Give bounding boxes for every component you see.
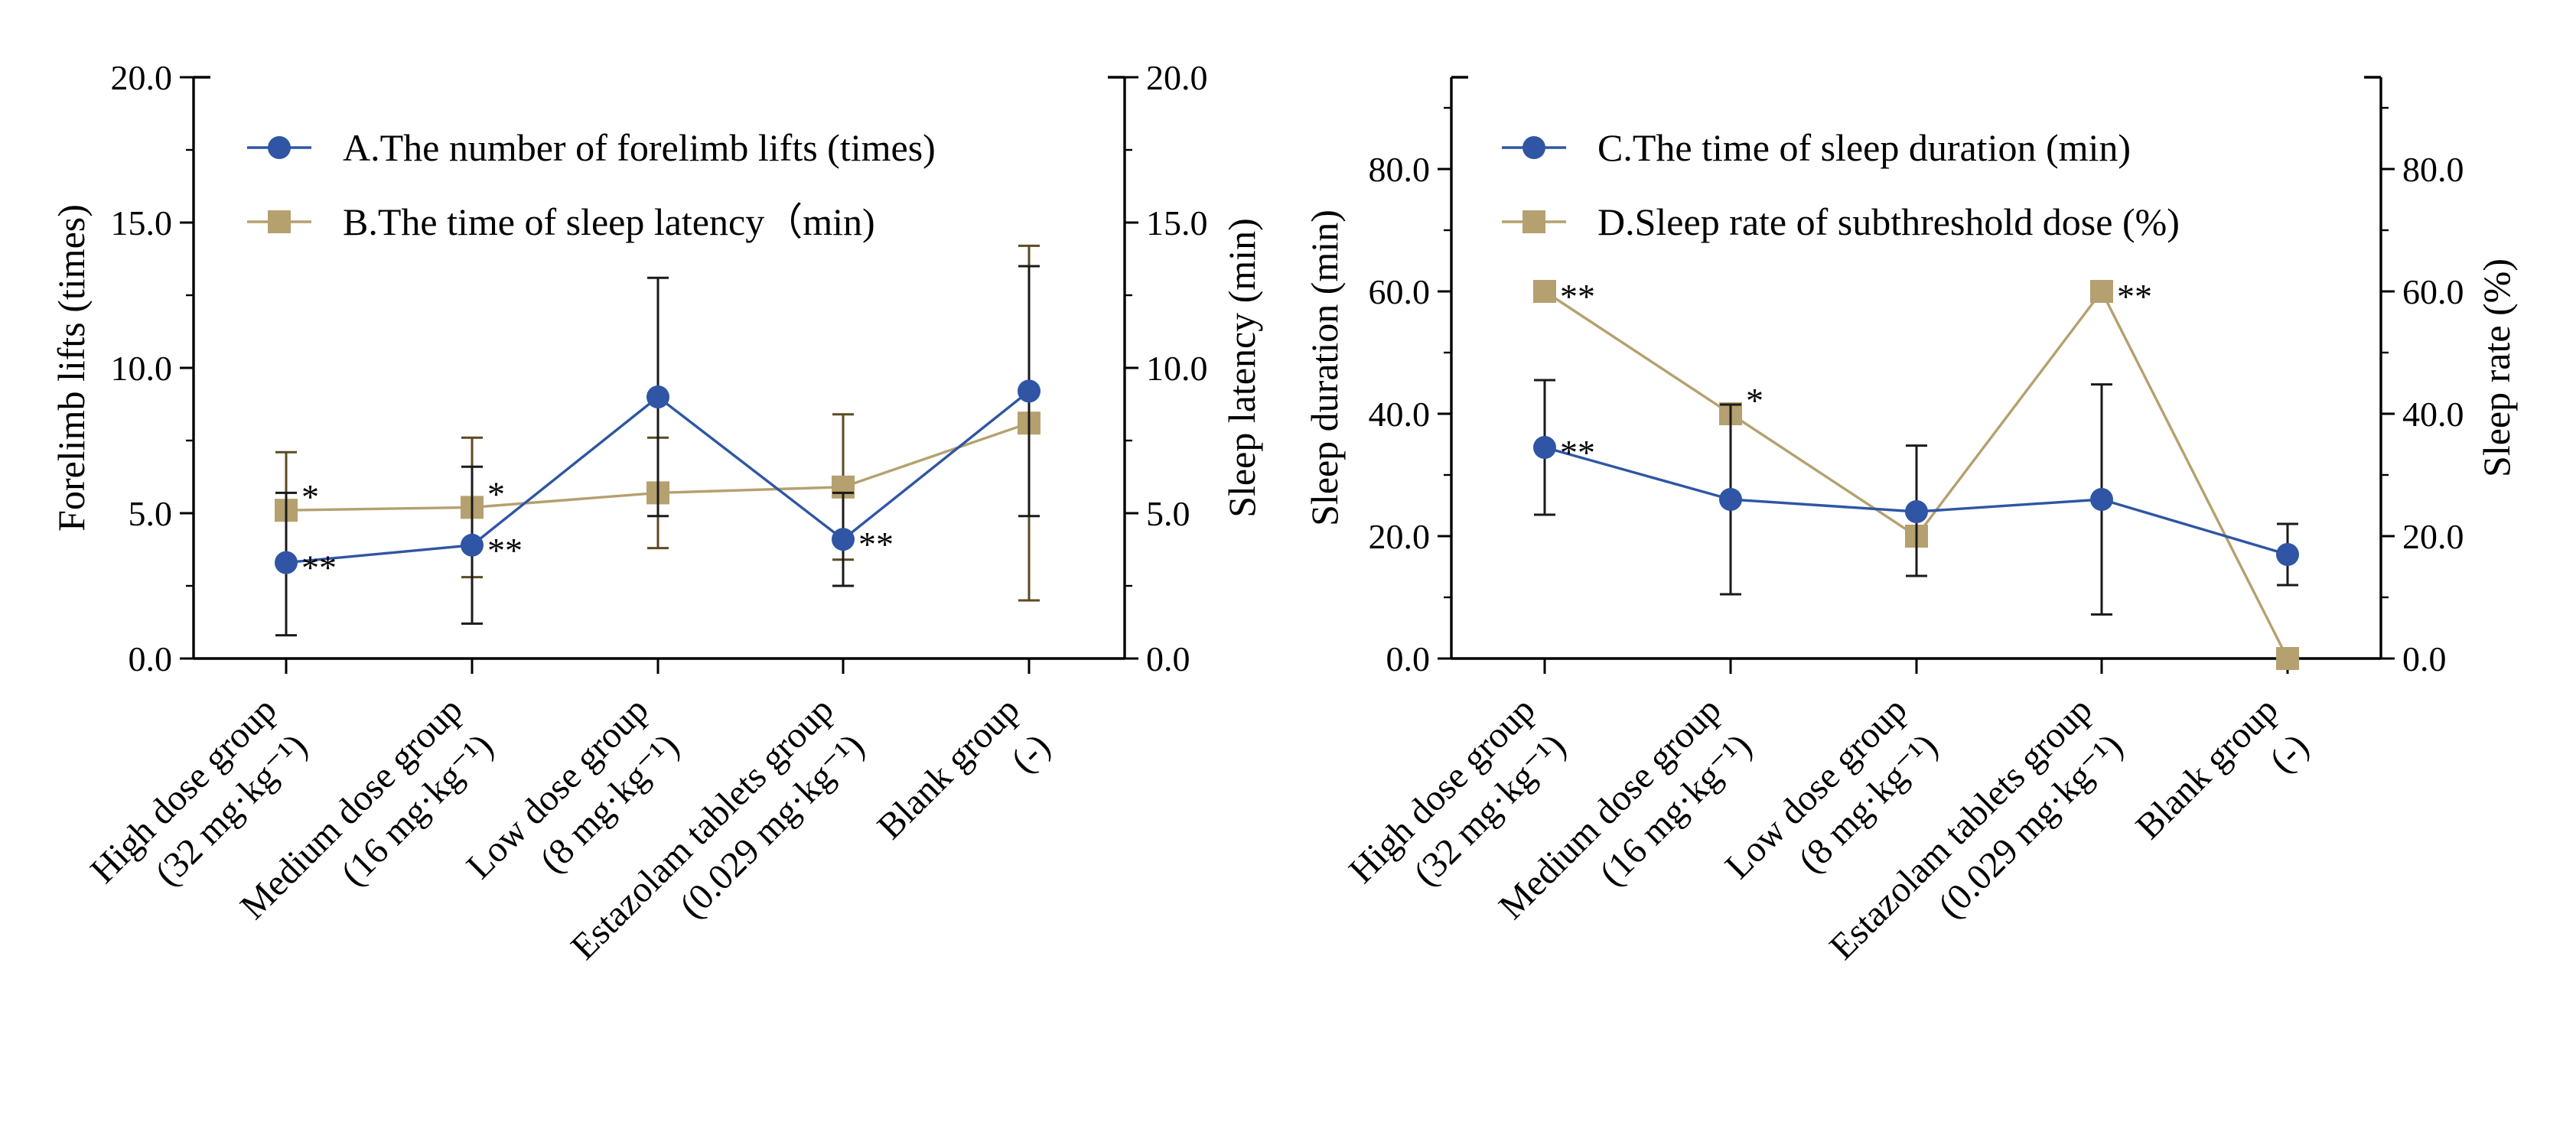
data-point bbox=[1533, 280, 1556, 303]
significance-label: ** bbox=[487, 531, 523, 570]
data-point bbox=[2276, 647, 2299, 670]
y2-tick-label: 0.0 bbox=[2402, 639, 2447, 678]
y-tick-label: 20.0 bbox=[111, 58, 173, 97]
significance-label: * bbox=[301, 477, 319, 516]
significance-label: * bbox=[1746, 381, 1763, 420]
legend-label: A.The number of forelimb lifts (times) bbox=[343, 126, 936, 169]
y2-axis-title: Sleep latency (min) bbox=[1220, 218, 1263, 518]
y2-tick-label: 60.0 bbox=[2402, 272, 2464, 311]
y-tick-label: 40.0 bbox=[1369, 395, 1431, 434]
data-point bbox=[461, 533, 484, 557]
legend-label: B.The time of sleep latency（min) bbox=[343, 200, 875, 243]
significance-label: * bbox=[487, 474, 505, 513]
y-tick-label: 20.0 bbox=[1369, 517, 1431, 556]
y2-tick-label: 10.0 bbox=[1146, 349, 1208, 388]
y-axis-title: Forelimb lifts (times) bbox=[50, 204, 93, 532]
y-tick-label: 80.0 bbox=[1369, 150, 1431, 189]
data-point bbox=[1719, 488, 1742, 511]
y2-axis-title: Sleep rate (%) bbox=[2475, 259, 2518, 477]
legend-marker bbox=[268, 136, 291, 159]
y-tick-label: 0.0 bbox=[129, 639, 173, 678]
data-point bbox=[275, 551, 298, 574]
y-tick-label: 60.0 bbox=[1369, 272, 1431, 311]
y2-tick-label: 15.0 bbox=[1146, 203, 1208, 242]
data-point bbox=[646, 385, 669, 408]
y-tick-label: 5.0 bbox=[129, 494, 173, 533]
significance-label: ** bbox=[1560, 433, 1595, 472]
data-point bbox=[1905, 500, 1928, 523]
significance-label: ** bbox=[1560, 277, 1595, 316]
y2-tick-label: 20.0 bbox=[1146, 58, 1208, 97]
legend-marker bbox=[1522, 136, 1545, 159]
legend-label: D.Sleep rate of subthreshold dose (%) bbox=[1597, 200, 2180, 243]
y2-tick-label: 0.0 bbox=[1146, 639, 1190, 678]
x-tick-label-unit: (-) bbox=[1003, 726, 1057, 780]
y2-tick-label: 20.0 bbox=[2402, 517, 2464, 556]
significance-label: ** bbox=[858, 525, 894, 564]
x-tick-label: Blank group bbox=[2128, 689, 2286, 847]
chart-panel-left: 0.0 5.0 10.0 15.0 20.0 0.0 5.0 10.0 15.0 20.0 Fore… bbox=[50, 58, 1263, 968]
y-tick-label: 15.0 bbox=[111, 203, 173, 242]
data-point bbox=[2090, 280, 2113, 303]
x-tick-label-unit: (-) bbox=[2262, 726, 2316, 780]
x-tick-label: Blank group bbox=[870, 689, 1027, 847]
y2-tick-label: 5.0 bbox=[1146, 494, 1190, 533]
legend-label: C.The time of sleep duration (min) bbox=[1597, 126, 2131, 169]
data-point bbox=[2090, 488, 2113, 511]
y2-tick-label: 40.0 bbox=[2402, 395, 2464, 434]
y-tick-label: 10.0 bbox=[111, 349, 173, 388]
y-axis-title: Sleep duration (min) bbox=[1303, 210, 1346, 526]
data-point bbox=[832, 528, 855, 551]
legend-marker bbox=[268, 210, 291, 233]
y2-tick-label: 80.0 bbox=[2402, 150, 2464, 189]
legend-marker bbox=[1522, 210, 1545, 233]
significance-label: ** bbox=[2117, 277, 2152, 316]
y-tick-label: 0.0 bbox=[1386, 639, 1431, 678]
data-point bbox=[1018, 379, 1040, 403]
significance-label: ** bbox=[301, 548, 337, 587]
chart-panel-right: 0.0 20.0 40.0 60.0 80.0 0.0 20.0 40.0 60.0 80.0 Sl… bbox=[1303, 76, 2518, 968]
data-point bbox=[2276, 543, 2299, 566]
data-point bbox=[1533, 436, 1556, 459]
